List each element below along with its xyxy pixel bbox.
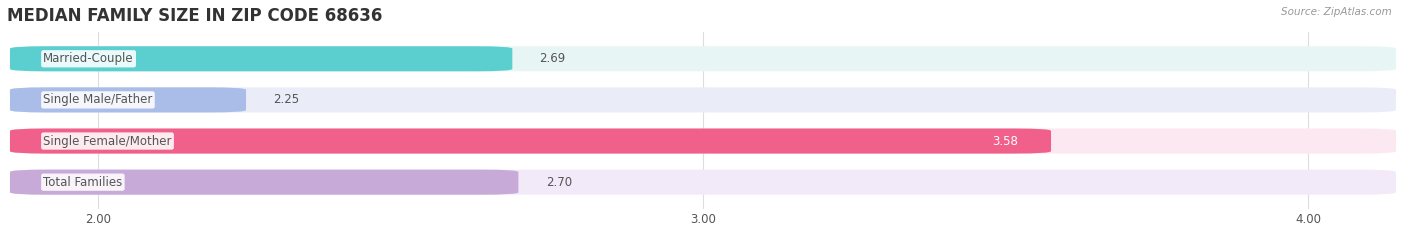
FancyBboxPatch shape [10, 87, 1396, 113]
Text: 2.25: 2.25 [273, 93, 299, 106]
FancyBboxPatch shape [10, 170, 1396, 195]
FancyBboxPatch shape [10, 170, 519, 195]
Text: 2.69: 2.69 [540, 52, 565, 65]
Text: Source: ZipAtlas.com: Source: ZipAtlas.com [1281, 7, 1392, 17]
Text: Total Families: Total Families [44, 176, 122, 189]
Text: MEDIAN FAMILY SIZE IN ZIP CODE 68636: MEDIAN FAMILY SIZE IN ZIP CODE 68636 [7, 7, 382, 25]
FancyBboxPatch shape [10, 46, 512, 71]
Text: Single Male/Father: Single Male/Father [44, 93, 153, 106]
FancyBboxPatch shape [10, 87, 246, 113]
FancyBboxPatch shape [10, 128, 1396, 154]
Text: Single Female/Mother: Single Female/Mother [44, 134, 172, 147]
FancyBboxPatch shape [10, 46, 1396, 71]
Text: Married-Couple: Married-Couple [44, 52, 134, 65]
FancyBboxPatch shape [10, 128, 1052, 154]
Text: 3.58: 3.58 [991, 134, 1018, 147]
Text: 2.70: 2.70 [546, 176, 572, 189]
